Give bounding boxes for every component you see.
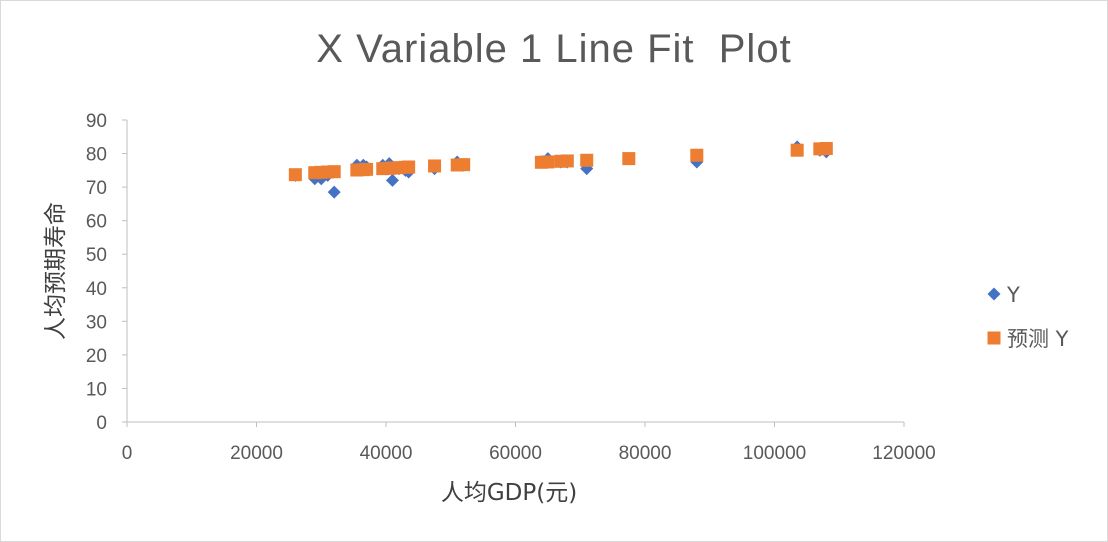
y-tick-label: 80: [86, 145, 107, 166]
y-tick-label: 30: [86, 312, 107, 333]
axes: 0 10 20 30 40 50 60 70 80 90 0 20000 40000 60000 80000…: [86, 111, 936, 464]
x-axis-label: 人均GDP(元): [441, 480, 577, 506]
predicted-y-point: [360, 162, 374, 176]
y-tick-label: 20: [86, 346, 107, 367]
y-point: [385, 173, 399, 187]
x-tick-label: 60000: [489, 443, 542, 464]
predicted-y-point: [402, 160, 416, 174]
legend-label: 预测 Y: [1007, 327, 1069, 351]
y-tick-label: 0: [96, 413, 107, 434]
data-marks: [288, 140, 833, 199]
predicted-y-point: [428, 159, 442, 173]
x-tick-label: 20000: [230, 443, 283, 464]
legend-item: 预测 Y: [987, 327, 1069, 351]
y-tick-label: 60: [86, 212, 107, 233]
y-axis-label: 人均预期寿命: [43, 202, 69, 340]
legend-item: Y: [987, 283, 1020, 307]
legend-marker: [987, 331, 1001, 345]
y-tick-label: 10: [86, 379, 107, 400]
x-tick-label: 80000: [619, 443, 672, 464]
legend: Y 预测 Y: [987, 283, 1069, 351]
y-tick-label: 90: [86, 111, 107, 132]
predicted-y-point: [819, 142, 833, 156]
series-predicted-y: [288, 142, 833, 182]
predicted-y-point: [622, 152, 636, 166]
predicted-y-point: [580, 153, 594, 167]
legend-label: Y: [1006, 283, 1020, 307]
y-tick-label: 70: [86, 178, 107, 199]
predicted-y-point: [690, 148, 704, 162]
y-tick-label: 40: [86, 279, 107, 300]
y-point: [327, 185, 341, 199]
x-tick-label: 40000: [360, 443, 413, 464]
y-tick-label: 50: [86, 245, 107, 266]
predicted-y-point: [327, 165, 341, 179]
predicted-y-point: [457, 158, 471, 172]
x-tick-label: 100000: [743, 443, 806, 464]
predicted-y-point: [790, 143, 804, 157]
predicted-y-point: [288, 168, 302, 182]
legend-marker: [987, 287, 1001, 301]
predicted-y-point: [560, 154, 574, 168]
chart-title: X Variable 1 Line Fit Plot: [316, 27, 792, 71]
x-tick-label: 0: [122, 443, 133, 464]
x-tick-label: 120000: [872, 443, 935, 464]
predicted-y-point: [541, 155, 555, 169]
